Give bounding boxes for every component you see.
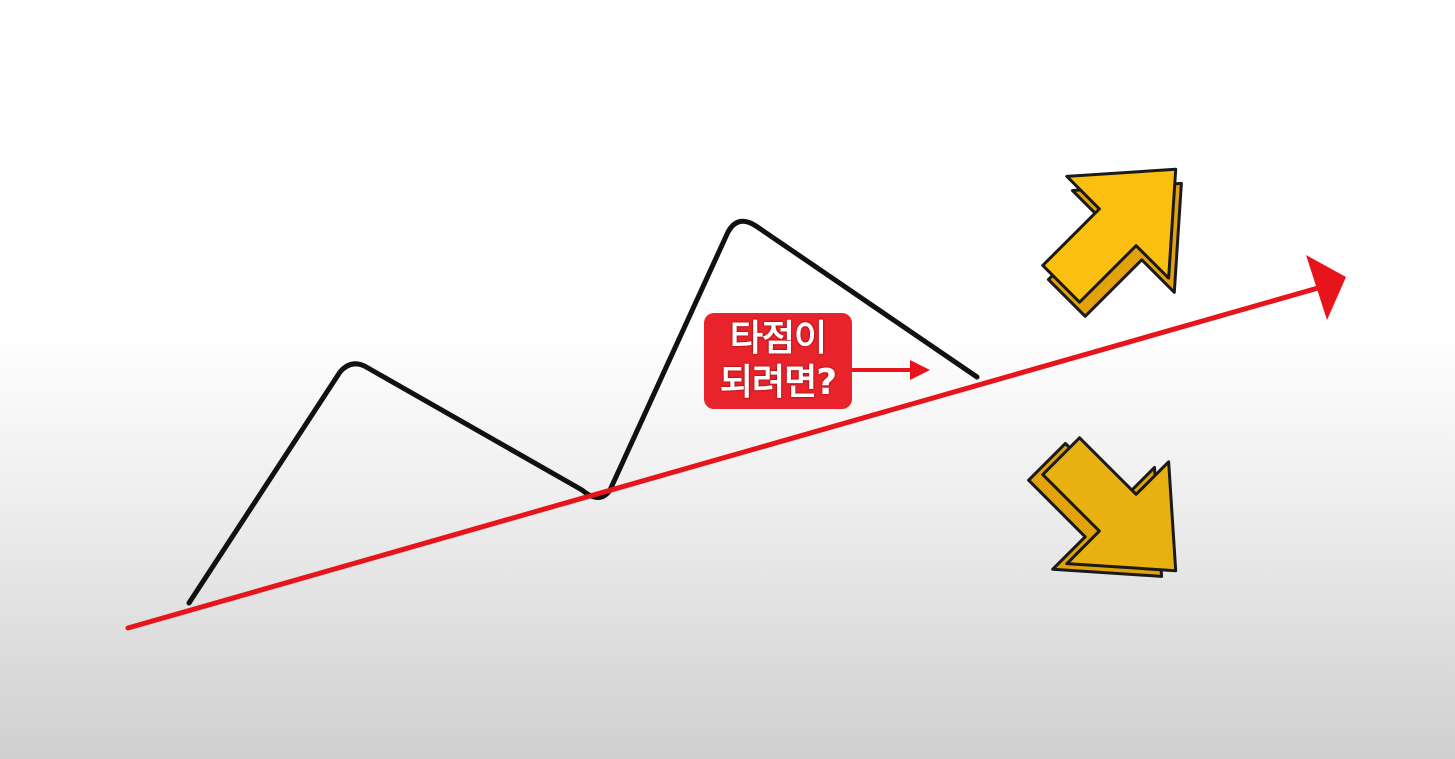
uptrend-arrowhead <box>1306 255 1346 320</box>
arrow-down-right-icon <box>1027 436 1178 578</box>
arrow-up-right-icon <box>1041 167 1183 318</box>
callout-line-2: 되려면? <box>719 362 837 403</box>
uptrend-line <box>125 285 1321 631</box>
callout-pointer-head <box>910 360 930 380</box>
callout-line-1: 타점이 <box>729 318 827 359</box>
price-zigzag-line <box>186 218 980 606</box>
entry-point-callout: 타점이 되려면? <box>704 313 852 409</box>
